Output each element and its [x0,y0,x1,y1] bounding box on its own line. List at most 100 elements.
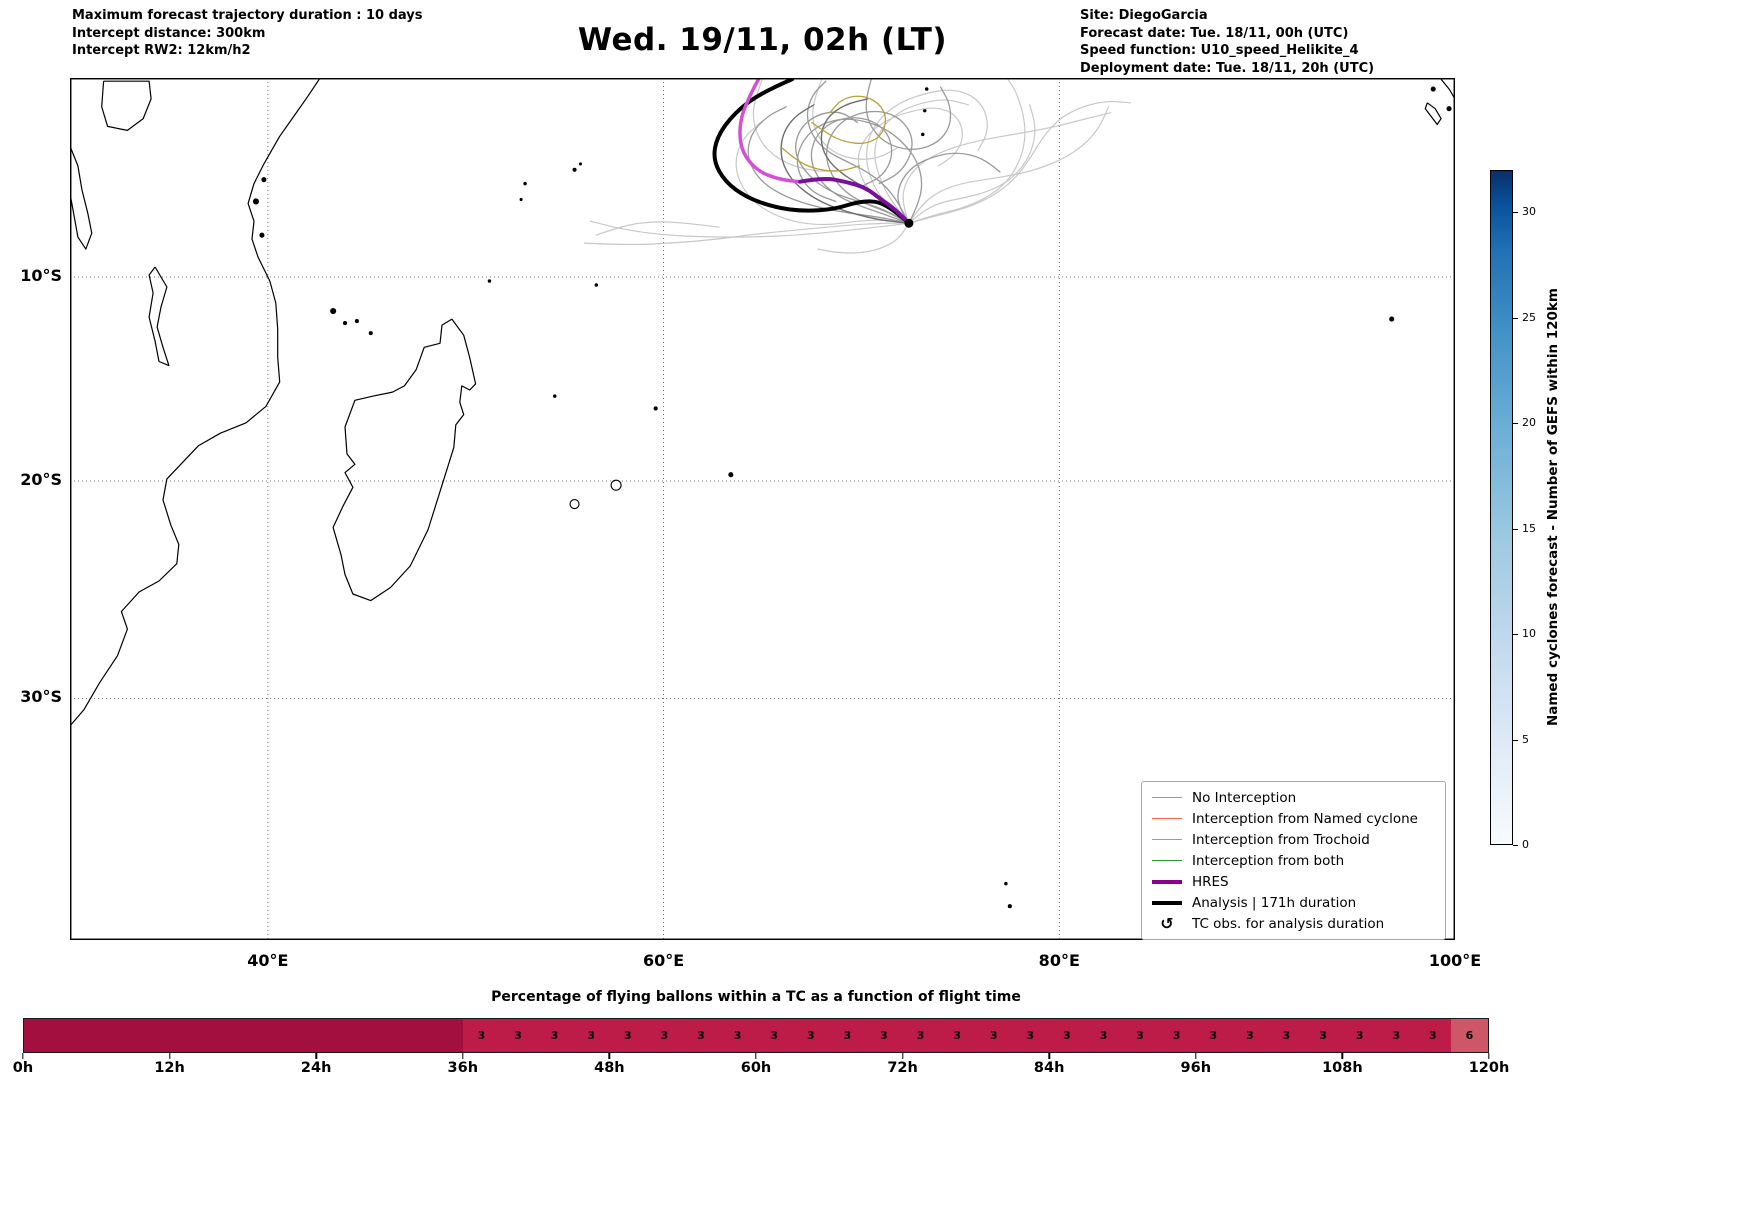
strip-cell [243,1019,281,1052]
strip-cell: 3 [1414,1019,1452,1052]
coastline-mentawai-island [1424,102,1442,126]
island-seychelles-2 [578,162,583,166]
strip-cell: 3 [792,1019,830,1052]
header-right-info: Site: DiegoGarcia Forecast date: Tue. 18… [1080,7,1374,77]
legend-line-swatch [1152,859,1182,862]
island-st-brandon [653,406,658,411]
trajectory-gefs-10 [908,100,1132,224]
colorbar-tick-label-5: 5 [1522,732,1529,746]
island-agalega [594,283,599,287]
strip-cell [280,1019,317,1052]
strip-axis-tick [1341,1053,1344,1059]
intercept-rw2-text: Intercept RW2: 12km/h2 [72,43,251,58]
island-rodrigues [728,472,734,478]
coastline-lake-malawi [148,266,170,367]
trajectory-gefs-23 [865,78,952,150]
legend-label: Interception from Trochoid [1192,831,1370,848]
strip-cell: 3 [719,1019,756,1052]
strip-axis-tick-label-36h: 36h [447,1060,479,1076]
y-tick-label-10°S: 10°S [20,265,62,285]
trajectory-gefs-18 [897,152,1001,224]
legend-line-swatch [1152,796,1182,799]
colorbar-tick-25 [1513,317,1518,319]
trajectory-hres-early [738,78,802,184]
strip-axis-tick-label-60h: 60h [740,1060,772,1076]
x-tick-label-40°E: 40°E [247,951,289,970]
colorbar-label: Named cyclones forecast - Number of GEFS… [1545,288,1561,727]
strip-axis-tick-label-120h: 120h [1468,1060,1510,1076]
trajectory-gefs-06 [735,121,910,226]
island-comoros-3 [354,319,359,324]
strip-axis-tick-label-108h: 108h [1322,1060,1363,1076]
strip-cell [97,1019,134,1052]
legend-line [1152,879,1182,884]
island-farquhar [487,279,492,283]
strip-axis-tick [315,1053,317,1059]
strip-axis-tick-label-12h: 12h [154,1060,185,1076]
trajectory-gefs-11 [752,78,847,172]
colorbar-tick-20 [1513,423,1518,425]
coastline-africa-east-coast [70,78,320,727]
max-duration-text: Maximum forecast trajectory duration : 1… [72,8,423,23]
y-tick-label-30°S: 30°S [20,687,62,707]
strip-axis-tick-label-96h: 96h [1180,1060,1212,1076]
coastline-madagascar [332,318,477,602]
island-mentawai-dot-2 [1446,106,1452,112]
strip-cell [133,1019,171,1052]
coastline-lake-tanganyika [70,145,93,250]
page-title: Wed. 19/11, 02h (LT) [577,22,948,58]
strip-cell [426,1019,464,1052]
colorbar-tick-label-10: 10 [1522,627,1536,641]
strip-cell: 3 [572,1019,610,1052]
island-tromelin [552,394,557,398]
trajectory-gefs-22 [796,118,923,224]
strip-axis-tick [1048,1053,1050,1059]
trajectory-trochoid-1 [811,95,887,145]
island-amsterdam [1004,881,1008,886]
trajectory-gefs-02 [902,112,1112,224]
island-zanzibar [252,198,260,205]
island-maldives-3 [921,132,925,137]
strip-chart-title: Percentage of flying ballons within a TC… [491,989,1021,1005]
strip-cell: 3 [463,1019,500,1052]
legend-label: No Interception [1192,789,1297,806]
colorbar-tick-label-30: 30 [1522,205,1536,219]
strip-cell: 3 [609,1019,647,1052]
legend-item: ↺ TC obs. for analysis duration [1152,913,1435,934]
trajectory-gefs-05 [583,222,910,246]
coastline-sumatra-coast [1440,78,1455,100]
colorbar-tick-label-25: 25 [1522,310,1536,324]
colorbar-tick-5 [1513,739,1518,741]
strip-cell: 3 [499,1019,537,1052]
legend-line [1152,796,1182,799]
island-mauritius [610,479,622,491]
strip-axis-tick [608,1053,611,1059]
island-mayotte [368,331,373,336]
tc-obs-rotate-icon: ↺ [1160,914,1174,933]
strip-cell: 3 [536,1019,573,1052]
legend-line [1152,817,1182,820]
colorbar-tick-15 [1513,528,1518,530]
tc-obs-marker [904,218,914,228]
strip-cell [170,1019,207,1052]
strip-cell: 3 [682,1019,720,1052]
strip-cell [353,1019,390,1052]
strip-cell: 6 [1451,1019,1488,1052]
legend-item: No Interception [1152,787,1435,808]
trajectory-hres-late [798,177,911,226]
strip-cell: 3 [902,1019,939,1052]
legend-line-swatch [1152,838,1182,841]
strip-cell: 3 [829,1019,866,1052]
legend-label: HRES [1192,873,1229,890]
strip-axis-tick [22,1053,24,1059]
map-border [70,78,1455,940]
island-amirantes-2 [519,197,523,202]
strip-cell: 3 [1268,1019,1305,1052]
legend-item: Interception from both [1152,850,1435,871]
legend: No Interception Interception from Named c… [1141,781,1446,940]
island-comoros-2 [342,321,348,326]
strip-cell: 3 [1195,1019,1232,1052]
strip-cell: 3 [1085,1019,1122,1052]
forecast-date-text: Forecast date: Tue. 18/11, 00h (UTC) [1080,25,1349,41]
strip-axis-tick-label-0h: 0h [12,1060,34,1076]
